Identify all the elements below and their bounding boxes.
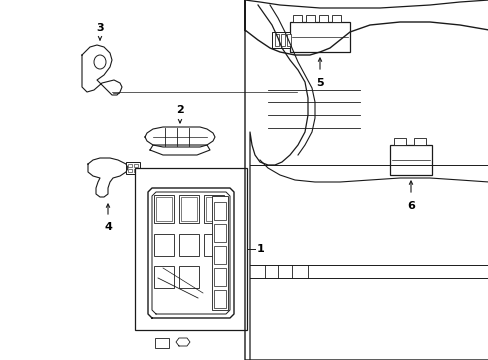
Bar <box>179 266 199 288</box>
Bar <box>271 32 289 48</box>
Bar <box>155 338 169 348</box>
Bar <box>214 202 225 220</box>
Bar <box>214 290 225 308</box>
Bar <box>126 162 140 174</box>
Text: 6: 6 <box>406 201 414 211</box>
Bar <box>134 164 138 167</box>
Ellipse shape <box>94 55 106 69</box>
Bar <box>134 169 138 172</box>
Bar <box>181 197 197 221</box>
Bar <box>389 145 431 175</box>
Bar <box>331 15 340 22</box>
Bar <box>212 196 227 310</box>
Bar <box>203 234 224 256</box>
Bar <box>214 268 225 286</box>
Bar <box>154 234 174 256</box>
Bar <box>318 15 327 22</box>
Bar <box>154 195 174 223</box>
Bar <box>156 197 172 221</box>
Bar <box>179 195 199 223</box>
Text: 4: 4 <box>104 222 112 232</box>
Bar <box>289 22 349 52</box>
Bar <box>214 246 225 264</box>
Bar <box>281 34 285 46</box>
Bar <box>305 15 314 22</box>
Bar <box>292 15 302 22</box>
Bar <box>214 224 225 242</box>
Text: 1: 1 <box>257 244 264 254</box>
Bar <box>179 234 199 256</box>
Bar <box>154 266 174 288</box>
Bar <box>128 169 132 172</box>
Bar <box>203 195 224 223</box>
Bar <box>413 138 425 145</box>
Bar <box>128 164 132 167</box>
Bar <box>274 34 279 46</box>
Text: 3: 3 <box>96 23 103 33</box>
Text: 2: 2 <box>176 105 183 115</box>
Bar <box>205 197 222 221</box>
Bar <box>393 138 405 145</box>
Text: 5: 5 <box>316 78 323 88</box>
Bar <box>286 34 290 46</box>
Bar <box>135 168 246 330</box>
